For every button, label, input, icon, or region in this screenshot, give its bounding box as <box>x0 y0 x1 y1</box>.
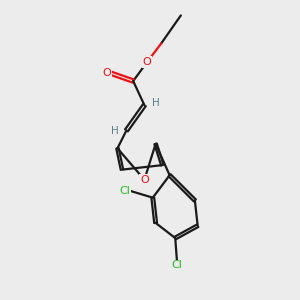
Text: O: O <box>143 57 152 67</box>
Text: Cl: Cl <box>172 260 182 271</box>
Text: Cl: Cl <box>119 186 130 196</box>
Text: O: O <box>140 175 149 185</box>
Text: O: O <box>102 68 111 78</box>
Text: H: H <box>111 127 119 136</box>
Text: H: H <box>152 98 159 108</box>
